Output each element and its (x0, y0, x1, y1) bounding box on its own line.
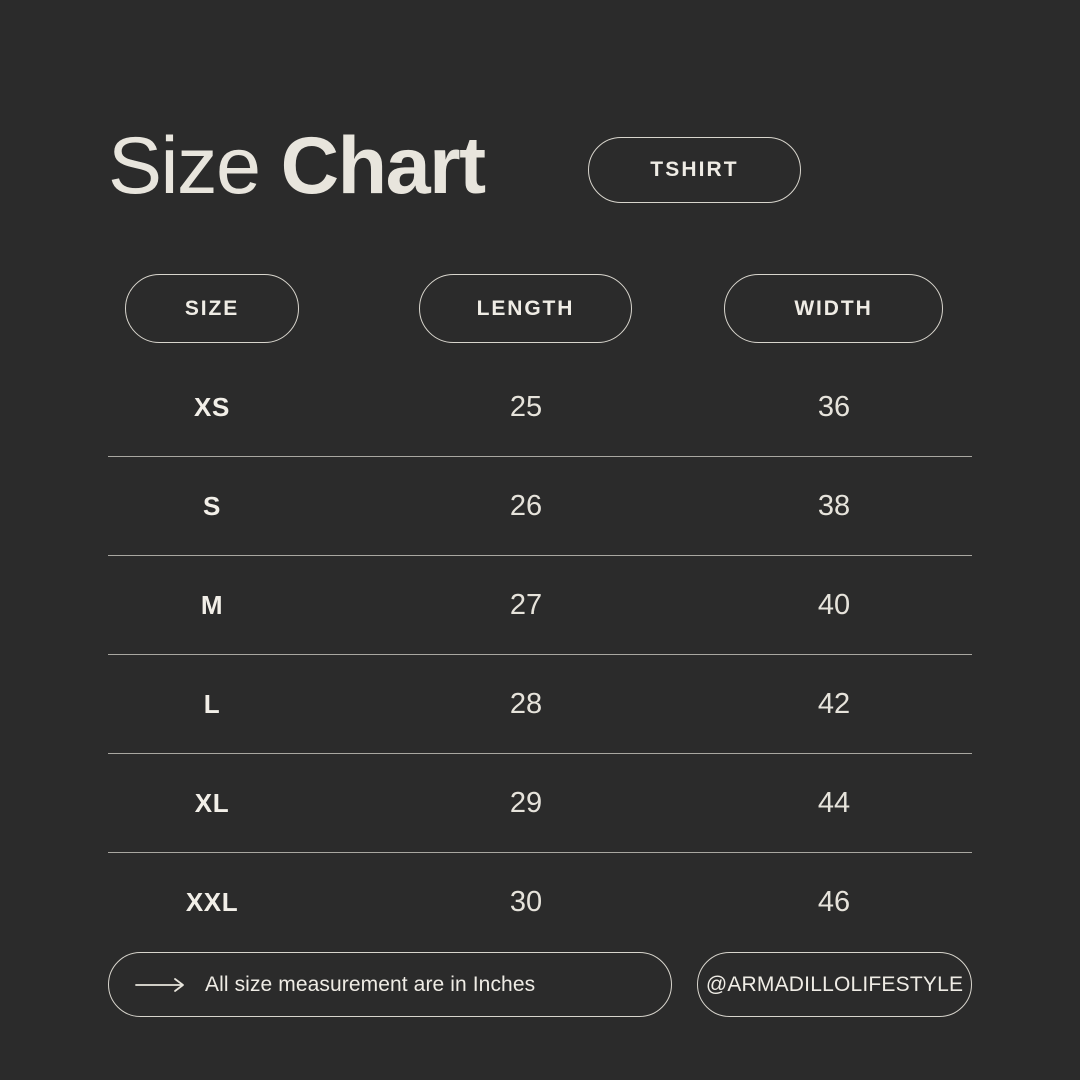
cell-size: XL (194, 787, 230, 818)
table-row: XXL 30 46 (108, 852, 972, 951)
cell-size: L (203, 688, 221, 719)
measurement-note-pill: All size measurement are in Inches (108, 952, 672, 1017)
cell-width: 36 (817, 390, 851, 423)
size-table: XS 25 36 S 26 38 M 27 40 L 28 42 XL 29 4… (108, 358, 972, 951)
table-row: S 26 38 (108, 456, 972, 555)
table-row: M 27 40 (108, 555, 972, 654)
cell-width: 42 (817, 687, 851, 720)
table-row: XL 29 44 (108, 753, 972, 852)
page-title-bold: Chart (280, 120, 487, 211)
cell-length: 25 (509, 390, 543, 423)
page-title: Size Chart (108, 125, 486, 207)
cell-length: 28 (509, 687, 543, 720)
cell-length: 29 (509, 786, 543, 819)
cell-width: 46 (817, 885, 851, 918)
cell-width: 38 (817, 489, 851, 522)
page-header: Size Chart (108, 118, 972, 214)
cell-size: XS (194, 391, 230, 422)
cell-width: 40 (817, 588, 851, 621)
cell-width: 44 (817, 786, 851, 819)
table-row: L 28 42 (108, 654, 972, 753)
brand-handle-pill[interactable]: @ARMADILLOLIFESTYLE (697, 952, 972, 1017)
page-title-light: Size (108, 120, 261, 211)
category-badge-tshirt[interactable]: TSHIRT (588, 137, 801, 203)
arrow-right-icon (135, 977, 187, 993)
cell-length: 26 (509, 489, 543, 522)
cell-size: M (200, 589, 224, 620)
cell-length: 30 (509, 885, 543, 918)
cell-length: 27 (509, 588, 543, 621)
cell-size: XXL (185, 886, 239, 917)
cell-size: S (203, 490, 221, 521)
column-header-size: SIZE (125, 274, 299, 343)
column-header-length: LENGTH (419, 274, 632, 343)
column-header-width: WIDTH (724, 274, 943, 343)
table-row: XS 25 36 (108, 358, 972, 456)
measurement-note-label: All size measurement are in Inches (205, 972, 536, 996)
